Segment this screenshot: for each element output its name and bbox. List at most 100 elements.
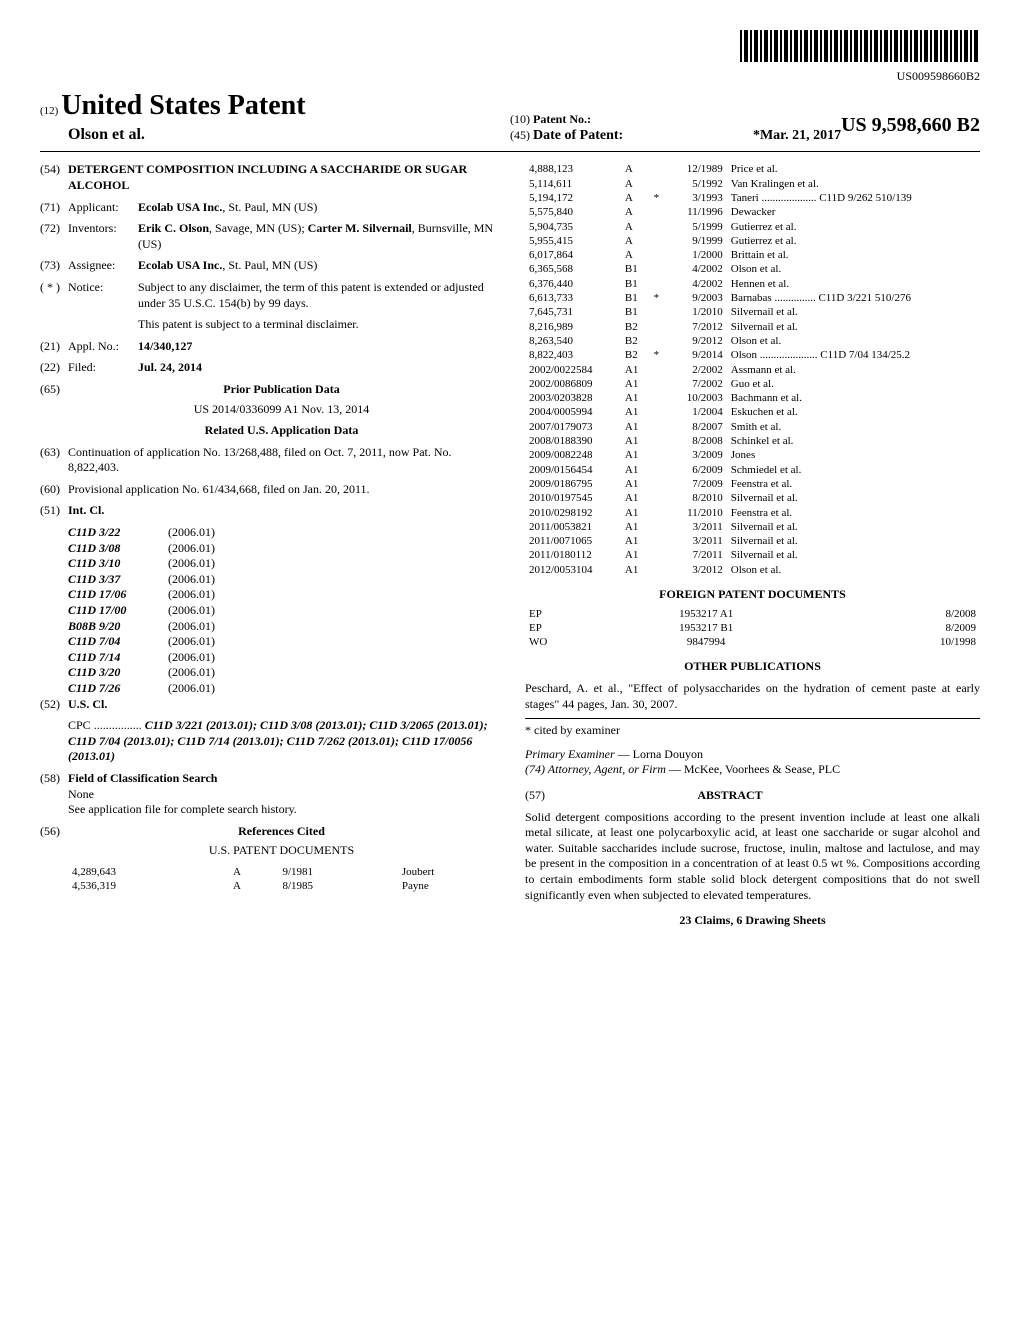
inventors-num: (72) (40, 221, 68, 252)
prior-field: (65) Prior Publication Data US 2014/0336… (40, 382, 495, 439)
header-left: (12) United States Patent Olson et al. (40, 88, 510, 145)
fcs-field: (58) Field of Classification Search None… (40, 771, 495, 818)
cite-row: 8,216,989B27/2012Silvernail et al. (525, 320, 980, 334)
cite-row: 2009/0156454A16/2009Schmiedel et al. (525, 463, 980, 477)
filed-num: (22) (40, 360, 68, 376)
cite-row: 5,575,840A11/1996Dewacker (525, 205, 980, 219)
cite-row: 2011/0071065A13/2011Silvernail et al. (525, 534, 980, 548)
cite-row: 4,536,319A8/1985Payne (68, 879, 523, 893)
date-label: Date of Patent: (533, 128, 623, 143)
attorney-label: (74) Attorney, Agent, or Firm (525, 762, 666, 776)
cite-row: 6,613,733B1*9/2003Barnabas .............… (525, 291, 980, 305)
left-column: (54) DETERGENT COMPOSITION INCLUDING A S… (40, 162, 495, 928)
prov-num: (60) (40, 482, 68, 498)
appl-label: Appl. No.: (68, 339, 138, 355)
abstract-header: (57) ABSTRACT (525, 788, 980, 804)
attorney-line: (74) Attorney, Agent, or Firm — McKee, V… (525, 762, 980, 778)
cite-row: 5,194,172A*3/1993Taneri ................… (525, 191, 980, 205)
notice-value: Subject to any disclaimer, the term of t… (138, 280, 495, 333)
cpc-block: CPC ................ C11D 3/221 (2013.01… (68, 718, 495, 765)
fcs-num: (58) (40, 771, 68, 818)
examiner: Lorna Douyon (633, 747, 703, 761)
cite-row: 2004/0005994A11/2004Eskuchen et al. (525, 405, 980, 419)
cited-by: * cited by examiner (525, 723, 980, 739)
cite-row: 2012/0053104A13/2012Olson et al. (525, 563, 980, 577)
intcl-code: C11D 3/10 (68, 556, 168, 572)
notice-field: ( * ) Notice: Subject to any disclaimer,… (40, 280, 495, 333)
cite-row: 8,822,403B2*9/2014Olson ................… (525, 348, 980, 362)
assignee-value: Ecolab USA Inc., St. Paul, MN (US) (138, 258, 495, 274)
intcl-code: B08B 9/20 (68, 619, 168, 635)
applicant-num: (71) (40, 200, 68, 216)
fcs-none: None (68, 787, 495, 803)
right-column: 4,888,123A12/1989Price et al.5,114,611A5… (525, 162, 980, 928)
cite-row: 2008/0188390A18/2008Schinkel et al. (525, 434, 980, 448)
refs-title: References Cited (68, 824, 495, 840)
filed-field: (22) Filed: Jul. 24, 2014 (40, 360, 495, 376)
cpc-label: CPC (68, 718, 91, 732)
applicant-field: (71) Applicant: Ecolab USA Inc., St. Pau… (40, 200, 495, 216)
cont-field: (63) Continuation of application No. 13/… (40, 445, 495, 476)
refs-field: (56) References Cited U.S. PATENT DOCUME… (40, 824, 495, 859)
intcl-row: C11D 7/04(2006.01) (68, 634, 495, 650)
intcl-code: C11D 7/04 (68, 634, 168, 650)
cite-row: 2010/0298192A111/2010Feenstra et al. (525, 506, 980, 520)
notice-label: Notice: (68, 280, 138, 333)
intcl-code: C11D 7/26 (68, 681, 168, 697)
barcode-region: US009598660B2 (40, 30, 980, 84)
patent-no-prefix: (10) (510, 112, 530, 126)
fcs-content: Field of Classification Search None See … (68, 771, 495, 818)
abstract-num: (57) (525, 788, 545, 802)
appl-value: 14/340,127 (138, 339, 495, 355)
intcl-year: (2006.01) (168, 541, 248, 557)
intcl-num: (51) (40, 503, 68, 519)
cite-row: 7,645,731B11/2010Silvernail et al. (525, 305, 980, 319)
barcode-graphic (740, 30, 980, 62)
abstract-title: ABSTRACT (548, 788, 912, 804)
cite-row: EP1953217 B18/2009 (525, 621, 980, 635)
prov-text: Provisional application No. 61/434,668, … (68, 482, 495, 498)
notice-num: ( * ) (40, 280, 68, 333)
examiner-line: Primary Examiner — Lorna Douyon (525, 747, 980, 763)
intcl-row: C11D 3/08(2006.01) (68, 541, 495, 557)
uscl-label: U.S. Cl. (68, 697, 495, 713)
foreign-title: FOREIGN PATENT DOCUMENTS (525, 587, 980, 603)
filed-label: Filed: (68, 360, 138, 376)
cite-row: 4,888,123A12/1989Price et al. (525, 162, 980, 176)
related-title: Related U.S. Application Data (68, 423, 495, 439)
assignee-num: (73) (40, 258, 68, 274)
patent-no: US 9,598,660 B2 (841, 112, 980, 138)
cite-row: 5,955,415A9/1999Gutierrez et al. (525, 234, 980, 248)
intcl-code: C11D 17/00 (68, 603, 168, 619)
intcl-field: (51) Int. Cl. (40, 503, 495, 519)
intcl-row: C11D 7/26(2006.01) (68, 681, 495, 697)
intcl-row: C11D 3/37(2006.01) (68, 572, 495, 588)
cite-row: 4,289,643A9/1981Joubert (68, 865, 523, 879)
title-num: (54) (40, 162, 68, 193)
barcode-text: US009598660B2 (40, 69, 980, 85)
cite-row: 2002/0022584A12/2002Assmann et al. (525, 363, 980, 377)
assignee-field: (73) Assignee: Ecolab USA Inc., St. Paul… (40, 258, 495, 274)
divider (525, 718, 980, 719)
cite-row: 5,114,611A5/1992Van Kralingen et al. (525, 177, 980, 191)
cite-row: 5,904,735A5/1999Gutierrez et al. (525, 220, 980, 234)
cite-row: 2003/0203828A110/2003Bachmann et al. (525, 391, 980, 405)
authors: Olson et al. (68, 125, 510, 146)
intcl-year: (2006.01) (168, 681, 248, 697)
inventors-value: Erik C. Olson, Savage, MN (US); Carter M… (138, 221, 495, 252)
intcl-code: C11D 3/08 (68, 541, 168, 557)
cite-row: 6,365,568B14/2002Olson et al. (525, 262, 980, 276)
abstract-text: Solid detergent compositions according t… (525, 810, 980, 904)
title-text: DETERGENT COMPOSITION INCLUDING A SACCHA… (68, 162, 495, 193)
intcl-year: (2006.01) (168, 650, 248, 666)
filed-value: Jul. 24, 2014 (138, 360, 495, 376)
other-text: Peschard, A. et al., "Effect of polysacc… (525, 681, 980, 712)
intcl-list: C11D 3/22(2006.01)C11D 3/08(2006.01)C11D… (40, 525, 495, 697)
uscl-field: (52) U.S. Cl. (40, 697, 495, 713)
intcl-year: (2006.01) (168, 619, 248, 635)
inventors-label: Inventors: (68, 221, 138, 252)
cite-row: 2011/0180112A17/2011Silvernail et al. (525, 548, 980, 562)
intcl-code: C11D 17/06 (68, 587, 168, 603)
attorney: McKee, Voorhees & Sease, PLC (684, 762, 840, 776)
intcl-row: C11D 17/06(2006.01) (68, 587, 495, 603)
